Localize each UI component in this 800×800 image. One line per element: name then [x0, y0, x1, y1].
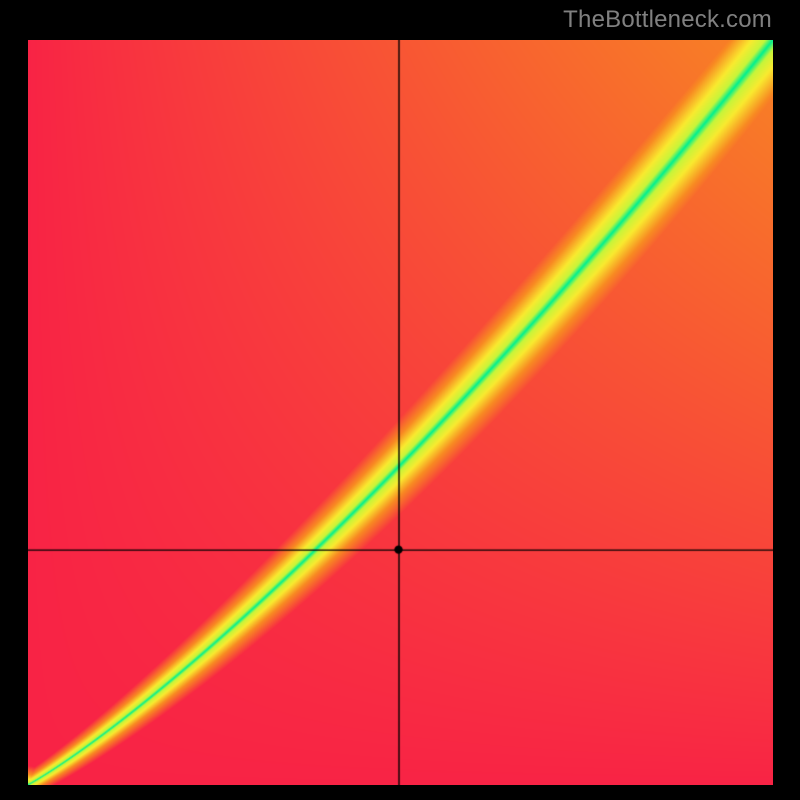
watermark-text: TheBottleneck.com: [563, 6, 772, 34]
bottleneck-heatmap: [28, 40, 773, 785]
